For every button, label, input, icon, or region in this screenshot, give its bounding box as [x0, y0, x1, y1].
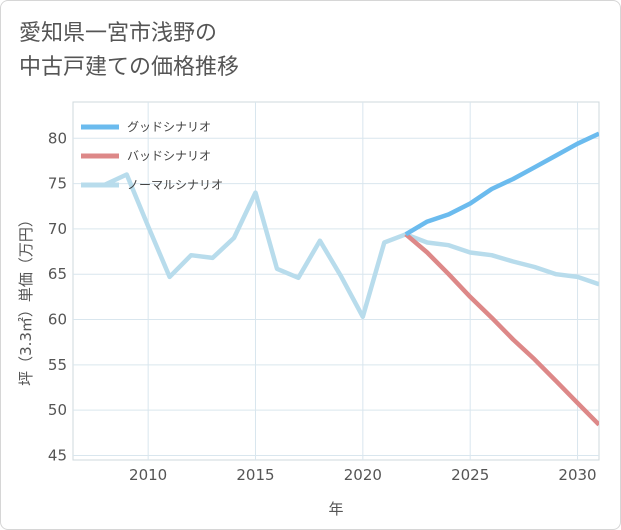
y-tick-label-80: 80 [48, 129, 67, 147]
x-tick-label-2015: 2015 [236, 466, 274, 484]
y-tick-label-45: 45 [48, 446, 67, 464]
series-line-bad [404, 232, 599, 427]
series-line-good [404, 131, 599, 237]
y-tick-label-70: 70 [48, 220, 67, 238]
y-tick-label-60: 60 [48, 311, 67, 329]
legend-label-good: グッドシナリオ [127, 120, 211, 134]
grid [73, 102, 599, 460]
x-axis-label: 年 [328, 500, 343, 518]
chart-title: 愛知県一宮市浅野の 中古戸建ての価格推移 [19, 17, 239, 85]
y-tick-labels: 45 50 55 60 65 70 75 80 [48, 129, 67, 464]
legend-label-bad: バッドシナリオ [127, 149, 211, 163]
series-line-normal [104, 172, 599, 320]
legend-label-normal: ノーマルシナリオ [127, 178, 223, 192]
chart-title-line-2: 中古戸建ての価格推移 [19, 55, 240, 80]
y-tick-label-75: 75 [48, 175, 67, 193]
y-tick-label-65: 65 [48, 265, 67, 283]
y-tick-label-55: 55 [48, 356, 67, 374]
series-lines [104, 131, 599, 427]
chart-title-line-1: 愛知県一宮市浅野の [19, 21, 218, 46]
x-tick-label-2020: 2020 [344, 466, 382, 484]
x-tick-label-2010: 2010 [129, 466, 167, 484]
x-tick-labels: 2010 2015 2020 2025 2030 [129, 466, 597, 484]
plot-area [72, 101, 600, 461]
x-tick-label-2025: 2025 [451, 466, 489, 484]
y-axis-label: 坪（3.3㎡）単価（万円） [17, 212, 35, 386]
x-tick-label-2030: 2030 [558, 466, 596, 484]
y-tick-label-50: 50 [48, 401, 67, 419]
